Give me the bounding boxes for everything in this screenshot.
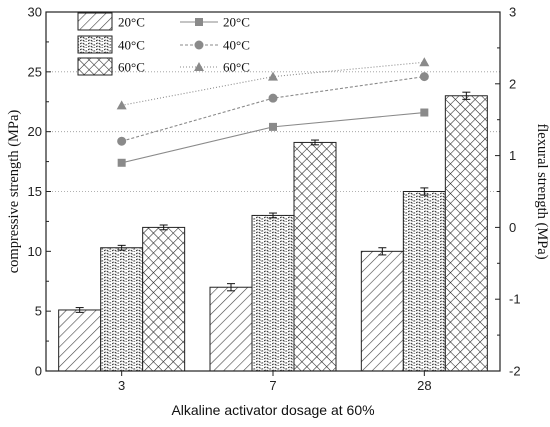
error-bar (269, 212, 277, 219)
right-tick-label: 2 (509, 76, 516, 91)
error-bar (75, 307, 84, 313)
right-axis: -2 -1 0 1 2 3 (495, 5, 521, 379)
flexural-lines (116, 57, 430, 167)
legend-label: 20°C (223, 15, 250, 30)
left-tick-label: 30 (28, 5, 42, 20)
x-axis: 3 7 28 (118, 371, 432, 393)
left-tick-label: 0 (35, 364, 42, 379)
line-point (419, 57, 430, 67)
error-bar (227, 283, 235, 292)
x-tick-label: 3 (118, 378, 125, 393)
x-tick-label: 7 (269, 378, 276, 393)
x-axis-title: Alkaline activator dosage at 60% (171, 402, 374, 418)
legend-label: 40°C (118, 38, 145, 53)
reference-lines (46, 71, 500, 192)
left-axis-title: compressive strength (MPa) (6, 110, 22, 274)
legend-swatch (77, 12, 113, 31)
line-point (116, 100, 127, 110)
left-tick-label: 10 (28, 244, 42, 259)
line-point (419, 72, 429, 82)
line-point (194, 62, 204, 71)
bar (444, 95, 488, 372)
error-bar (159, 224, 168, 231)
right-tick-label: 3 (509, 5, 516, 20)
bars (58, 91, 488, 372)
bar (58, 309, 102, 372)
line-point (195, 18, 203, 26)
line-point (420, 108, 429, 117)
error-bar (117, 244, 126, 251)
line-point (268, 71, 278, 81)
error-bar (311, 139, 319, 146)
right-tick-label: 0 (509, 220, 516, 235)
line-point (117, 158, 126, 167)
bar (100, 247, 144, 372)
legend-label: 60°C (118, 60, 145, 75)
left-axis: 0 5 10 15 20 25 30 (28, 5, 51, 379)
error-bar (462, 91, 471, 100)
bar (251, 214, 295, 372)
line-point (268, 93, 278, 103)
left-tick-label: 20 (28, 124, 42, 139)
left-tick-label: 15 (28, 184, 42, 199)
legend-label: 60°C (223, 60, 250, 75)
bar (402, 191, 446, 372)
bar (293, 141, 337, 372)
legend-swatch (77, 35, 113, 54)
line-point (194, 40, 204, 50)
right-tick-label: -1 (509, 292, 521, 307)
series-line (121, 76, 425, 142)
right-tick-label: 1 (509, 148, 516, 163)
bar (142, 226, 186, 372)
series-line (121, 111, 425, 164)
legend-label: 20°C (118, 15, 145, 30)
line-point (269, 122, 277, 131)
legend-label: 40°C (223, 38, 250, 53)
right-tick-label: -2 (509, 364, 521, 379)
line-point (117, 136, 127, 146)
legend: 20°C 40°C 60°C 20°C 40°C 60°C (77, 12, 250, 76)
error-bar (378, 247, 387, 256)
left-tick-label: 5 (35, 304, 42, 319)
error-bar (420, 187, 429, 196)
bar (209, 286, 253, 372)
bar (360, 250, 404, 372)
x-tick-label: 28 (417, 378, 431, 393)
legend-swatch (77, 57, 113, 76)
series-line (121, 61, 425, 106)
left-tick-label: 25 (28, 64, 42, 79)
right-axis-title: flexural strength (MPa) (534, 123, 550, 259)
